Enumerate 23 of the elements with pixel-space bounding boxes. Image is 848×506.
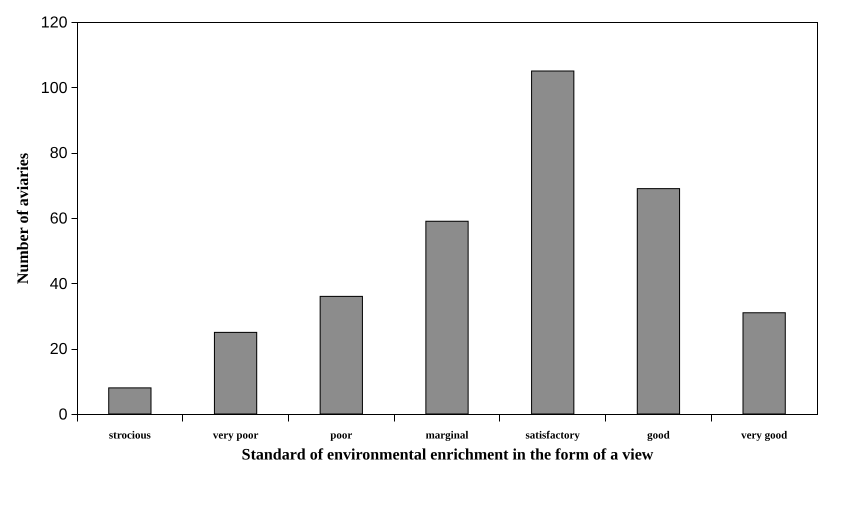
y-tick-label: 20 (50, 341, 68, 358)
bar (320, 296, 363, 414)
y-tick-label: 40 (50, 276, 68, 293)
bar (531, 70, 574, 414)
x-tick-label: poor (330, 430, 352, 442)
y-tick-label: 100 (40, 80, 68, 97)
y-tick-label: 80 (50, 145, 68, 162)
y-axis-title: Number of aviaries (14, 152, 32, 284)
bar (636, 188, 680, 414)
x-tick-label: satisfactory (526, 430, 580, 442)
bar (425, 220, 469, 414)
x-tick-label: very good (741, 430, 788, 442)
x-axis-title: Standard of environmental enrichment in the form of a view (242, 446, 654, 464)
y-tick-label: 60 (50, 210, 68, 228)
bar (108, 387, 152, 414)
x-tick-label: marginal (426, 430, 468, 442)
x-tick-label: very poor (212, 430, 258, 442)
x-tick-label: strocious (108, 430, 152, 442)
bar (214, 332, 258, 414)
bar (742, 312, 786, 414)
y-tick-label: 0 (58, 406, 68, 424)
x-tick-label: good (647, 430, 670, 442)
y-tick-label: 120 (40, 14, 68, 32)
